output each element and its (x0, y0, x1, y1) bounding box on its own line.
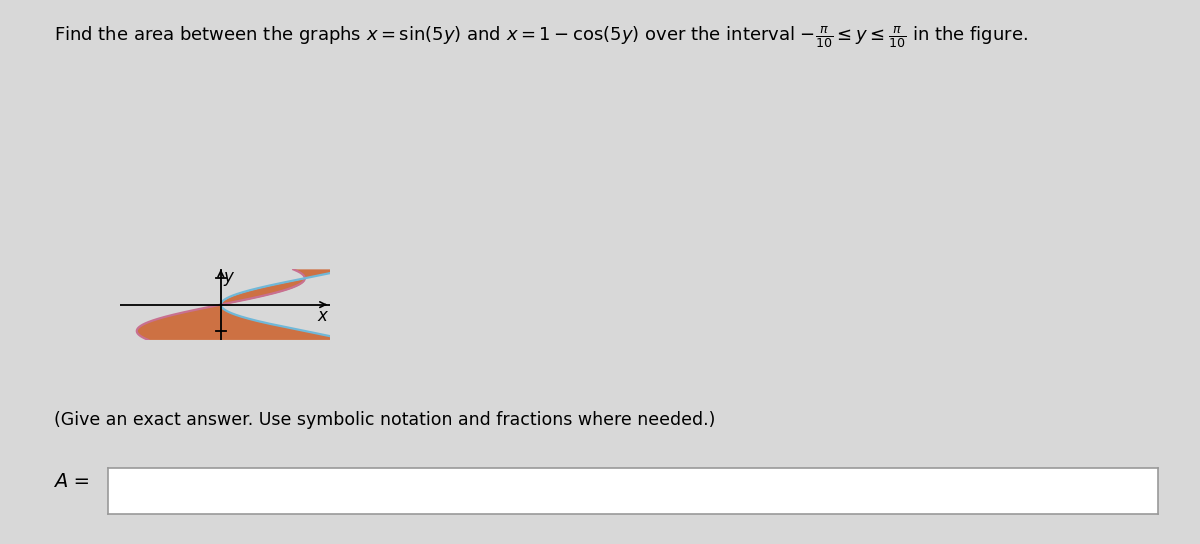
Text: A =: A = (54, 472, 90, 491)
Text: Find the area between the graphs $x = \sin(5y)$ and $x = 1 - \cos(5y)$ over the : Find the area between the graphs $x = \s… (54, 24, 1028, 50)
Text: $x$: $x$ (317, 307, 329, 325)
Text: (Give an exact answer. Use symbolic notation and fractions where needed.): (Give an exact answer. Use symbolic nota… (54, 411, 715, 429)
Text: $y$: $y$ (223, 270, 235, 288)
